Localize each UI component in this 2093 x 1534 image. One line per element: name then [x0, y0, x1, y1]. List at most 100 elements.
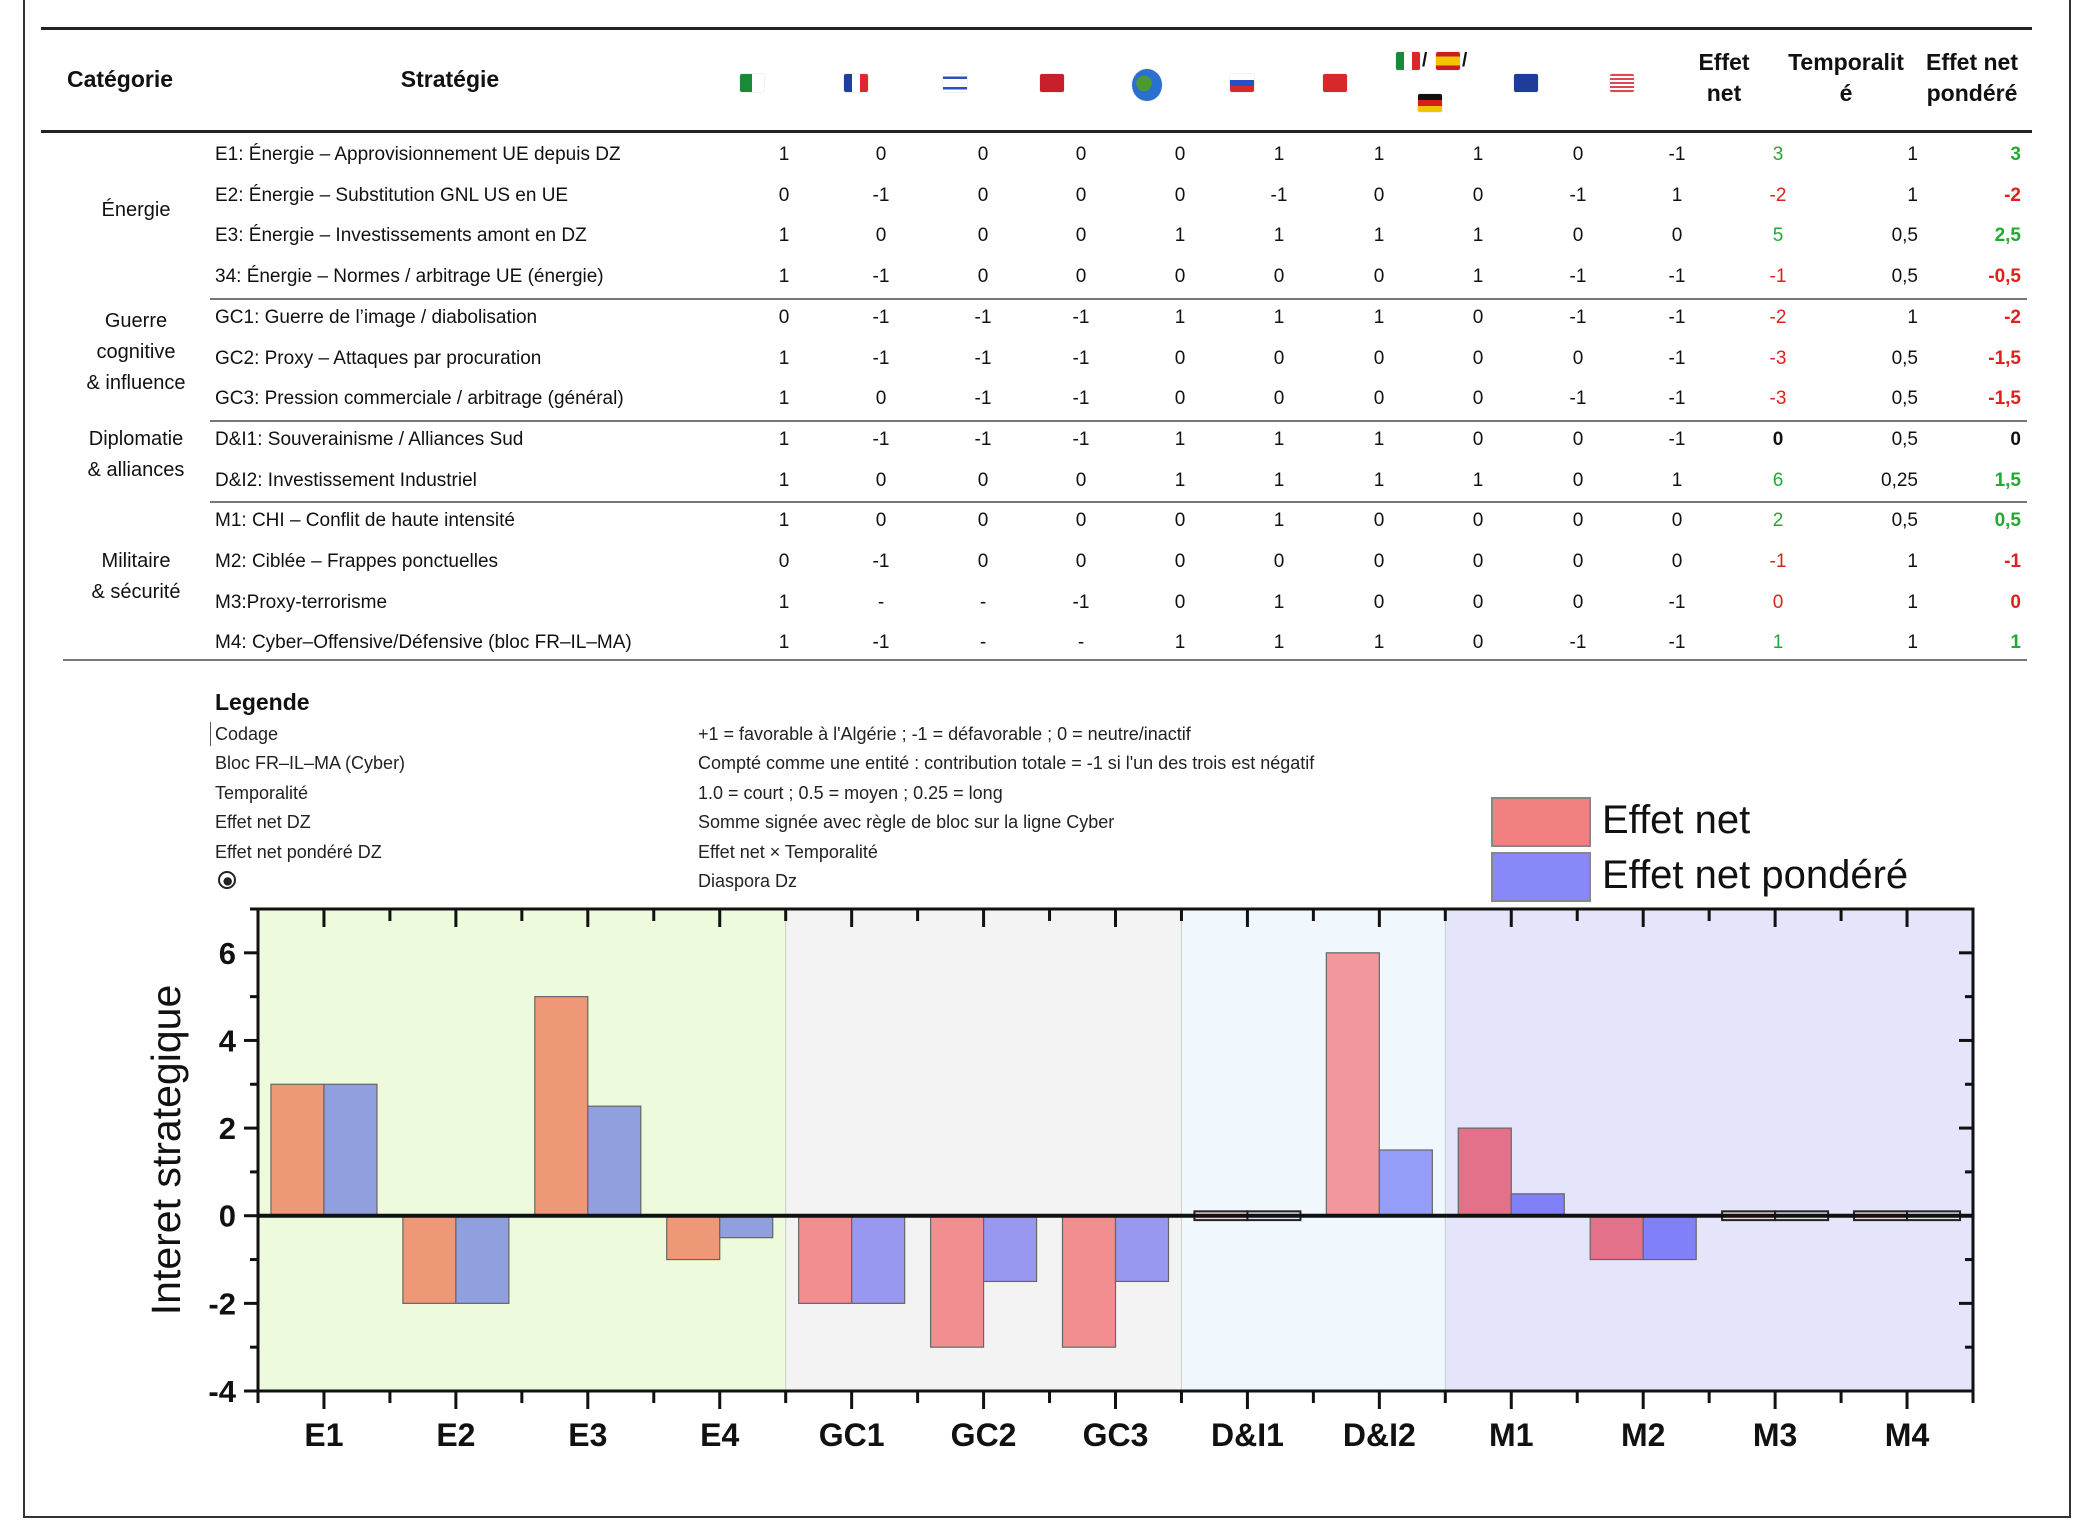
flag-italy-icon	[1396, 52, 1420, 70]
country-value: 1	[1472, 266, 1484, 288]
country-value: -1	[1668, 591, 1686, 613]
net-effect-cell: -2	[1769, 184, 1787, 206]
bar-effet-net-pondere-E3	[587, 1105, 642, 1217]
legend-label-effet-net-pondere: Effet net pondéré	[1602, 853, 1909, 897]
country-value: 0	[977, 184, 989, 206]
country-value: 1	[1174, 306, 1186, 328]
country-value: 1	[1273, 225, 1285, 247]
country-value: 1	[778, 632, 790, 654]
country-value: 0	[1174, 510, 1186, 532]
net-effect-cell: -2	[1769, 306, 1787, 328]
country-value: 0	[875, 388, 887, 410]
country-value: 0	[1472, 306, 1484, 328]
country-value: -1	[1072, 388, 1090, 410]
strategy-cell: M4: Cyber–Offensive/Défensive (bloc FR–I…	[215, 632, 632, 654]
strategy-cell: D&I1: Souverainisme / Alliances Sud	[215, 428, 524, 450]
country-value: -1	[872, 632, 890, 654]
country-value: 1	[1174, 632, 1186, 654]
country-value: -	[979, 632, 987, 654]
header-weighted-line1: Effet net	[1926, 49, 2018, 75]
temporality-cell: 1	[1907, 184, 1918, 206]
country-value: 1	[778, 225, 790, 247]
temporality-cell: 0,5	[1891, 388, 1918, 410]
group-separator	[210, 297, 2027, 300]
flag-russia-icon	[1230, 74, 1254, 92]
weighted-effect-cell: 1,5	[1994, 469, 2021, 491]
x-tick-label: M2	[1621, 1417, 1665, 1453]
bar-effet-net-pondere-E2	[455, 1215, 510, 1304]
legend-label-effet-net: Effet net	[1602, 798, 1751, 842]
country-value: 0	[1174, 144, 1186, 165]
country-value: 0	[977, 144, 989, 165]
header-strategy: Stratégie	[400, 66, 500, 92]
header-rule	[41, 130, 2032, 133]
country-value: 0	[1373, 184, 1385, 206]
country-value: 0	[1472, 632, 1484, 654]
bar-effet-net-pondere-M2	[1642, 1215, 1697, 1261]
country-value: -1	[872, 428, 890, 450]
net-effect-cell: 6	[1772, 469, 1784, 491]
country-value: 0	[1174, 591, 1186, 613]
temporality-cell: 1	[1907, 551, 1918, 572]
legend-label: Codage	[215, 724, 279, 744]
globe-diaspora-icon	[1132, 69, 1162, 101]
country-value: 0	[778, 551, 790, 572]
country-value: 0	[977, 225, 989, 247]
bar-effet-net-M2	[1589, 1215, 1644, 1261]
country-value: 0	[1671, 510, 1683, 532]
bar-effet-net-pondere-GC2	[982, 1215, 1038, 1283]
bar-effet-net-pondere-E1	[323, 1083, 378, 1217]
flag-france-icon	[844, 74, 868, 92]
country-value: -1	[1569, 184, 1587, 206]
y-axis-label: Interet strategique	[143, 985, 189, 1315]
country-value: 0	[1373, 510, 1385, 532]
country-value: -1	[1569, 306, 1587, 328]
category-line: Diplomatie	[88, 428, 184, 450]
weighted-effect-cell: 1	[2010, 632, 2021, 654]
weighted-effect-cell: -2	[2004, 306, 2021, 328]
category-line: cognitive	[96, 340, 176, 363]
bar-effet-net-pondere-D&I2	[1378, 1149, 1433, 1217]
country-value: -1	[1072, 306, 1090, 328]
category-line: Guerre	[104, 309, 168, 332]
net-effect-cell: 0	[1772, 591, 1784, 613]
country-value: -1	[1072, 428, 1090, 450]
x-tick-label: GC3	[1083, 1417, 1149, 1453]
temporality-cell: 0,5	[1891, 510, 1918, 532]
strategy-cell: GC2: Proxy – Attaques par procuration	[215, 347, 542, 369]
country-value: 0	[1572, 225, 1584, 247]
country-value: 0	[1472, 428, 1484, 450]
country-value: 1	[1273, 306, 1285, 328]
category-label: Énergie	[66, 195, 206, 226]
country-value: 1	[1373, 144, 1385, 165]
bar-effet-net-E2	[402, 1215, 457, 1304]
bar-effet-net-GC1	[798, 1215, 853, 1304]
temporality-cell: 0,5	[1891, 347, 1918, 369]
header-net-line1: Effet	[1698, 49, 1750, 75]
country-value: 1	[1472, 469, 1484, 491]
bar-effet-net-pondere-E4	[719, 1215, 774, 1239]
weighted-effect-cell: -2	[2004, 184, 2021, 206]
country-value: -1	[1668, 266, 1686, 288]
net-effect-cell: -3	[1769, 388, 1787, 410]
country-value: -1	[872, 551, 890, 572]
country-value: 0	[875, 225, 887, 247]
country-value: 0	[1472, 184, 1484, 206]
legend-description: Effet net × Temporalité	[698, 841, 878, 862]
y-tick-label: -2	[208, 1286, 236, 1321]
x-tick-label: E3	[568, 1417, 607, 1453]
legend-description: Compté comme une entité : contribution t…	[698, 753, 1315, 774]
strategy-cell: E2: Énergie – Substitution GNL US en UE	[215, 184, 569, 206]
group-separator	[210, 501, 2027, 504]
legend-title: Legende	[215, 689, 310, 715]
country-value: 1	[1273, 428, 1285, 450]
flag-germany-icon	[1418, 94, 1442, 112]
weighted-effect-cell: -0,5	[1988, 266, 2021, 288]
temporality-cell: 0,5	[1891, 266, 1918, 288]
country-value: 1	[1373, 632, 1385, 654]
country-value: 0	[977, 469, 989, 491]
country-value: 0	[977, 551, 989, 572]
x-tick-label: M3	[1753, 1417, 1797, 1453]
table-bottom-rule	[63, 659, 2027, 661]
strategy-cell: E3: Énergie – Investissements amont en D…	[215, 225, 587, 247]
